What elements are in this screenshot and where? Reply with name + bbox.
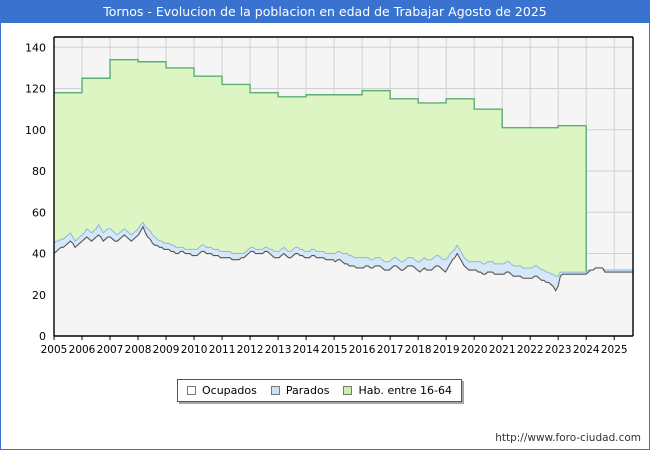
x-tick-label: 2008 [125,344,152,356]
x-tick-label: 2016 [349,344,376,356]
x-tick-label: 2022 [517,344,544,356]
legend-swatch-parados [270,386,280,395]
x-tick-label: 2012 [237,344,264,356]
x-tick-label: 2020 [461,344,488,356]
x-tick-label: 2006 [69,344,96,356]
series-line-ocupados [53,225,633,292]
y-tick-label: 0 [39,330,46,343]
y-tick-label: 120 [25,83,46,96]
x-tick-label: 2025 [601,344,628,356]
x-tick-label: 2007 [97,344,124,356]
x-tick-label: 2021 [489,344,516,356]
legend-swatch-hab-16-64 [343,386,353,395]
legend-item-parados[interactable]: Parados [270,384,330,397]
series-line-hab-16-64 [54,58,587,129]
y-tick-label: 100 [25,124,46,137]
legend-label-ocupados: Ocupados [202,384,257,397]
x-tick-label: 2014 [293,344,320,356]
y-tick-label: 140 [25,41,46,54]
x-tick-label: 2023 [545,344,572,356]
x-tick-label: 2024 [573,344,600,356]
x-tick-label: 2009 [153,344,180,356]
series-line-parados [53,221,633,277]
x-tick-label: 2010 [181,344,208,356]
plot-area: FORO CIUDAD.COM0204060801001201402005200… [1,23,649,449]
window-title-bar: Tornos - Evolucion de la poblacion en ed… [1,1,649,23]
legend-item-ocupados[interactable]: Ocupados [187,384,257,397]
legend-label-hab-16-64: Hab. entre 16-64 [358,384,453,397]
x-tick-label: 2019 [433,344,460,356]
x-tick-label: 2011 [209,344,236,356]
legend-label-parados: Parados [285,384,330,397]
source-url[interactable]: http://www.foro-ciudad.com [495,432,641,444]
x-tick-label: 2015 [321,344,348,356]
x-tick-label: 2013 [265,344,292,356]
y-tick-label: 40 [32,248,46,261]
x-tick-label: 2017 [377,344,404,356]
y-tick-label: 60 [32,206,46,219]
page-title: Tornos - Evolucion de la poblacion en ed… [103,4,547,19]
legend-item-hab-16-64[interactable]: Hab. entre 16-64 [343,384,452,397]
chart-legend: Ocupados Parados Hab. entre 16-64 [177,379,463,402]
chart-svg: FORO CIUDAD.COM0204060801001201402005200… [25,36,634,356]
x-tick-label: 2018 [405,344,432,356]
x-tick-label: 2005 [41,344,68,356]
y-tick-label: 80 [32,165,46,178]
y-tick-label: 20 [32,289,46,302]
legend-swatch-ocupados [187,386,196,395]
